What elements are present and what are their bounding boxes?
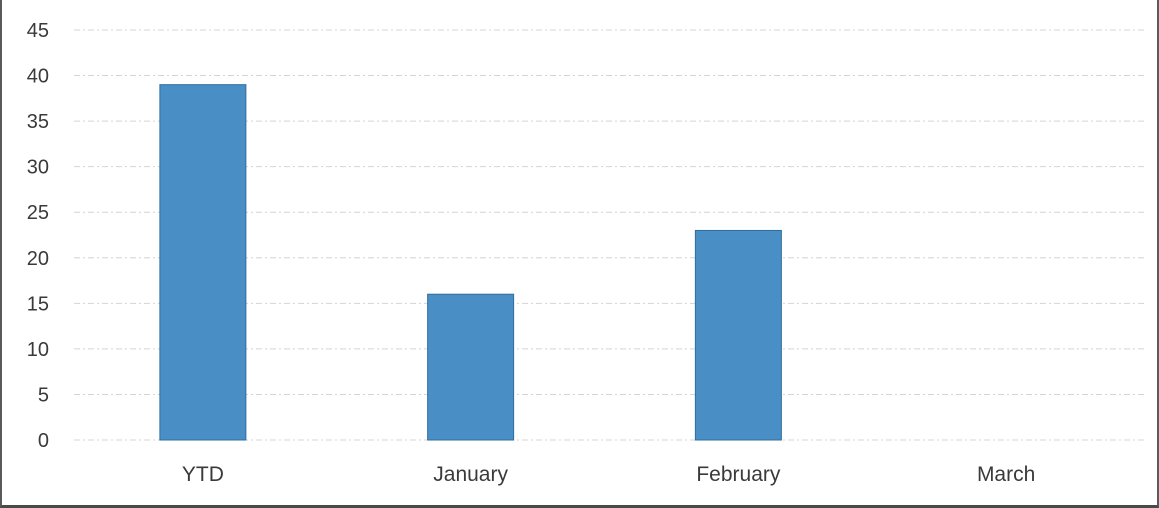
y-tick-label: 10 xyxy=(27,339,49,361)
bar-ytd xyxy=(159,84,247,441)
y-tick-label: 30 xyxy=(27,157,49,179)
y-tick-label: 5 xyxy=(38,384,49,406)
y-axis-tick-labels: 0 5 10 15 20 25 30 35 40 45 xyxy=(27,20,49,452)
y-tick-label: 45 xyxy=(27,20,49,42)
bar-february xyxy=(694,229,782,441)
y-tick-label: 40 xyxy=(27,66,49,88)
x-category-label: YTD xyxy=(182,463,224,486)
x-category-label: February xyxy=(696,463,781,486)
bar-series xyxy=(159,84,782,441)
y-tick-label: 15 xyxy=(27,293,49,315)
x-category-label: January xyxy=(433,463,508,486)
bar-january xyxy=(427,293,515,441)
y-tick-label: 35 xyxy=(27,111,49,133)
gridlines xyxy=(74,29,1145,441)
y-tick-label: 20 xyxy=(27,248,49,270)
y-tick-label: 0 xyxy=(38,430,49,452)
x-category-label: March xyxy=(977,463,1035,486)
y-tick-label: 25 xyxy=(27,202,49,224)
x-axis-category-labels: YTD January February March xyxy=(182,463,1035,486)
